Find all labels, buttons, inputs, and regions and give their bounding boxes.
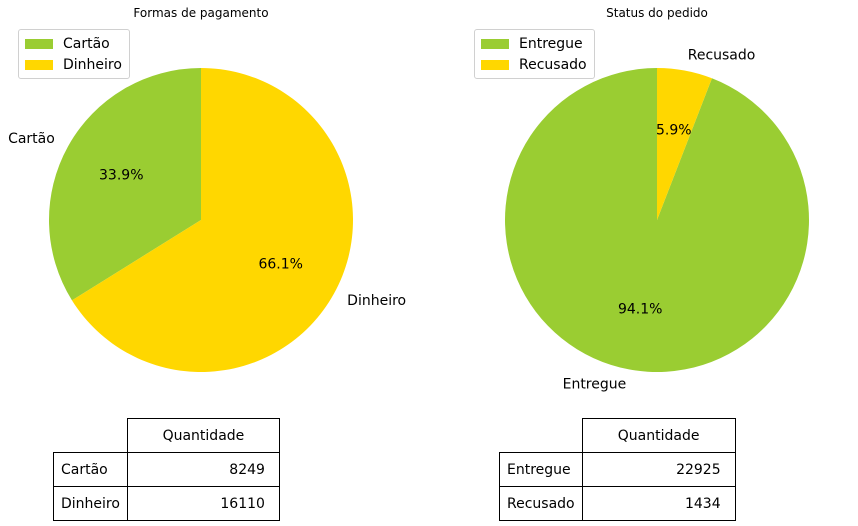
- table-row-value: 1434: [581, 486, 736, 521]
- slice-label-entregue: Entregue: [563, 376, 627, 392]
- legend-swatch-cartao: [25, 38, 53, 49]
- legend-entry-recusado: Recusado: [481, 54, 587, 75]
- table-row-label: Dinheiro: [53, 486, 128, 521]
- percent-label-entregue: 94.1%: [618, 302, 662, 318]
- legend-label-cartao: Cartão: [63, 35, 110, 52]
- table-column-header: Quantidade: [581, 418, 736, 453]
- slice-label-cartao: Cartão: [8, 131, 55, 147]
- table-payment: Quantidade Cartão 8249 Dinheiro 16110: [53, 418, 280, 521]
- legend-label-recusado: Recusado: [519, 56, 587, 73]
- table-column-header: Quantidade: [126, 418, 280, 453]
- percent-label-cartao: 33.9%: [99, 168, 143, 184]
- percent-label-recusado: 5.9%: [656, 122, 692, 138]
- legend-swatch-entregue: [481, 38, 509, 49]
- table-row: Dinheiro 16110: [53, 486, 280, 521]
- legend-swatch-dinheiro: [25, 59, 53, 70]
- table-row-label: Recusado: [499, 486, 583, 521]
- table-row: Recusado 1434: [499, 486, 736, 521]
- table-header-row: Quantidade: [54, 418, 280, 453]
- table-status: Quantidade Entregue 22925 Recusado 1434: [499, 418, 736, 521]
- table-row: Cartão 8249: [53, 452, 280, 487]
- table-row-value: 16110: [126, 486, 280, 521]
- table-row-value: 22925: [581, 452, 736, 487]
- legend-status: Entregue Recusado: [474, 29, 595, 79]
- chart-title-payment: Formas de pagamento: [133, 6, 269, 20]
- legend-payment: Cartão Dinheiro: [18, 29, 130, 79]
- table-row: Entregue 22925: [499, 452, 736, 487]
- pie-slice-dinheiro: [71, 68, 353, 372]
- pie-slice-entregue: [504, 68, 809, 373]
- table-header-row: Quantidade: [500, 418, 736, 453]
- legend-label-entregue: Entregue: [519, 35, 583, 52]
- pie-slice-recusado: [657, 68, 712, 220]
- legend-entry-entregue: Entregue: [481, 33, 587, 54]
- pie-slice-cartao: [48, 68, 201, 301]
- chart-title-status: Status do pedido: [606, 6, 708, 20]
- legend-label-dinheiro: Dinheiro: [63, 56, 122, 73]
- percent-label-dinheiro: 66.1%: [258, 256, 302, 272]
- slice-label-recusado: Recusado: [688, 48, 756, 64]
- legend-entry-dinheiro: Dinheiro: [25, 54, 122, 75]
- table-corner: [500, 419, 583, 453]
- legend-swatch-recusado: [481, 59, 509, 70]
- table-row-label: Entregue: [499, 452, 583, 487]
- slice-label-dinheiro: Dinheiro: [347, 293, 406, 309]
- legend-entry-cartao: Cartão: [25, 33, 122, 54]
